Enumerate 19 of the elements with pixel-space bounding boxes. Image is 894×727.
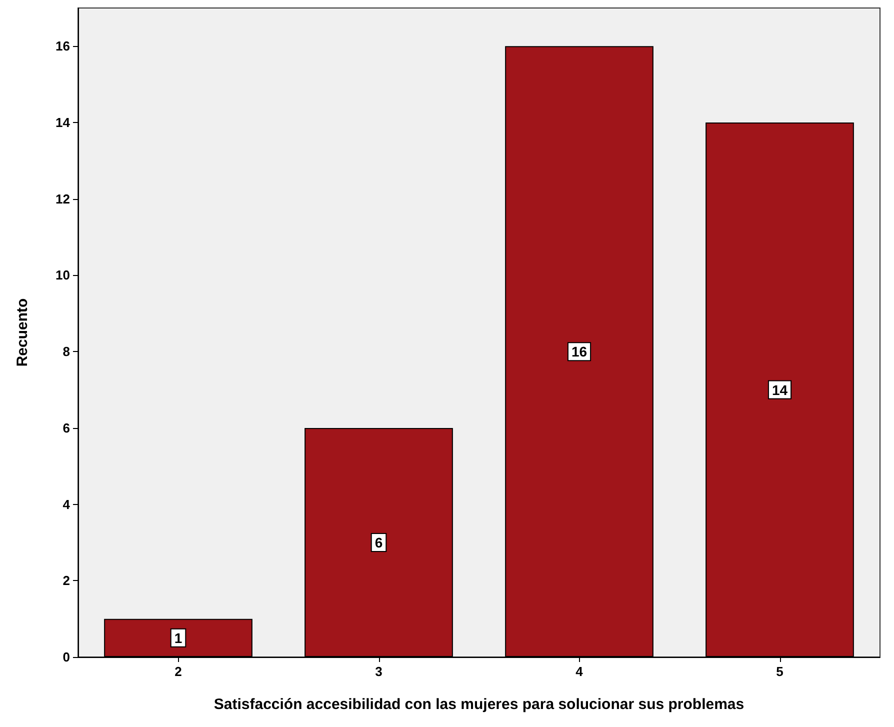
data-label: 16 — [571, 344, 588, 360]
x-axis-title: Satisfacción accesibilidad con las mujeres para solucionar sus problemas — [214, 696, 744, 713]
x-tick-label: 3 — [375, 664, 382, 679]
y-tick-label: 2 — [62, 573, 70, 588]
y-tick-label: 10 — [56, 268, 70, 283]
y-tick-label: 4 — [62, 496, 71, 512]
y-axis-title: Recuento — [14, 298, 31, 367]
data-label: 6 — [374, 534, 383, 550]
data-label: 14 — [772, 382, 788, 398]
y-tick-label: 0 — [62, 650, 70, 664]
x-tick-label: 2 — [174, 664, 182, 679]
data-label: 1 — [174, 630, 182, 646]
y-tick-label: 8 — [62, 344, 70, 360]
x-tick-label: 4 — [576, 664, 584, 679]
y-tick-label: 6 — [62, 420, 70, 436]
x-tick-label: 5 — [776, 664, 784, 679]
y-tick-label: 12 — [56, 191, 70, 206]
y-tick-label: 14 — [56, 115, 71, 130]
y-tick-label: 16 — [56, 38, 70, 54]
